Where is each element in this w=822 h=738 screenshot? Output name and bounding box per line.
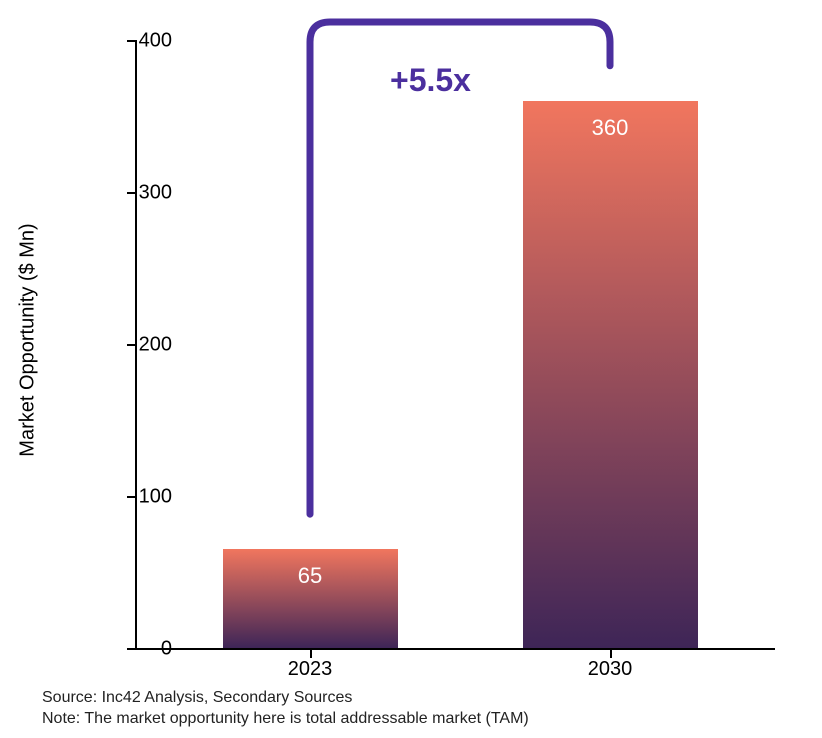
y-tick: [127, 192, 135, 194]
y-axis-line: [135, 40, 137, 650]
y-axis-title: Market Opportunity ($ Mn): [17, 223, 40, 456]
x-axis-line: [135, 648, 775, 650]
y-tick-label: 300: [139, 182, 172, 205]
y-tick-label: 0: [161, 638, 172, 661]
y-tick: [127, 648, 135, 650]
y-tick-label: 100: [139, 486, 172, 509]
growth-multiplier-label: +5.5x: [390, 62, 471, 99]
note-line: Note: The market opportunity here is tot…: [42, 709, 529, 730]
y-tick: [127, 40, 135, 42]
x-tick: [310, 650, 312, 658]
y-tick: [127, 496, 135, 498]
y-tick: [127, 344, 135, 346]
y-tick-label: 200: [139, 334, 172, 357]
x-tick-label: 2030: [588, 658, 633, 681]
y-tick-label: 400: [139, 30, 172, 53]
source-line: Source: Inc42 Analysis, Secondary Source…: [42, 688, 352, 709]
bar-value-label: 65: [298, 563, 322, 589]
chart-area: 2023 2030 65 360 +5.5x: [135, 40, 775, 650]
bar-2023: 65: [223, 549, 398, 648]
x-tick-label: 2023: [288, 658, 333, 681]
x-tick: [610, 650, 612, 658]
